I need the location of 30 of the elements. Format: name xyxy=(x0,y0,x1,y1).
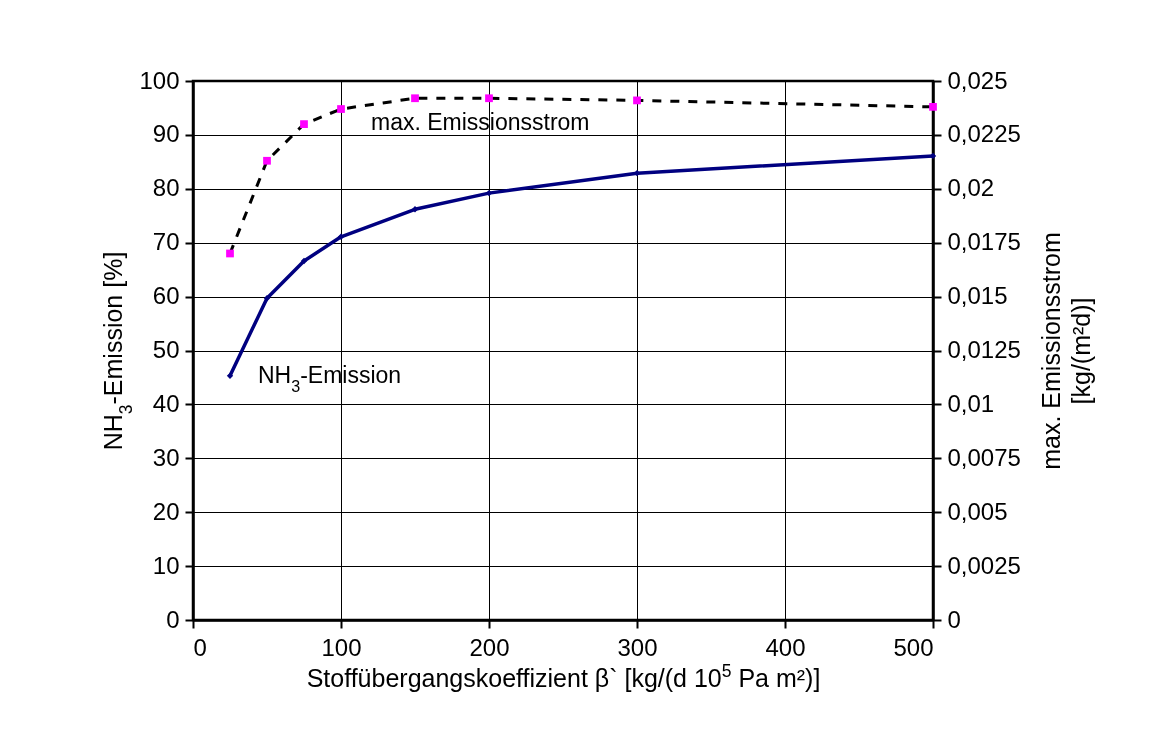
x-tick-label: 400 xyxy=(765,633,806,661)
y-tick-label: 40 xyxy=(152,389,180,417)
y-tick-label: 60 xyxy=(152,282,180,310)
y2-tick-label: 0,015 xyxy=(947,282,1008,310)
y2-tick-label: 0,0025 xyxy=(947,551,1021,579)
y2-tick-label: 0,02 xyxy=(947,174,995,202)
y-tick-label: 0 xyxy=(166,605,180,633)
y2-tick-label: 0 xyxy=(947,605,961,633)
x-tick-label: 300 xyxy=(617,633,658,661)
y-tick-label: 70 xyxy=(152,228,180,256)
y2-axis-title: max. Emissionsstrom [kg/(m²d)] xyxy=(1036,232,1095,470)
y-tick-label: 100 xyxy=(139,66,180,94)
y-tick-label: 80 xyxy=(152,174,180,202)
y-tick-label: 50 xyxy=(152,336,180,363)
x-tick-label: 100 xyxy=(321,633,362,661)
x-axis-title: Stoffübergangskoeffizient β` [kg/(d 10$^{5}$ Pa m²)] xyxy=(306,660,821,692)
y2-tick-label: 0,005 xyxy=(947,497,1008,525)
y2-tick-label: 0,025 xyxy=(947,66,1008,94)
y2-tick-label: 0,0125 xyxy=(947,336,1021,363)
y-tick-label: 30 xyxy=(152,443,180,471)
x-tick-label: 500 xyxy=(893,633,934,661)
y2-tick-label: 0,0175 xyxy=(947,228,1021,256)
y-tick-label: 20 xyxy=(152,497,180,525)
x-tick-label: 200 xyxy=(469,633,510,661)
y2-tick-label: 0,01 xyxy=(947,389,995,417)
y-tick-label: 90 xyxy=(152,120,180,148)
x-tick-label: 0 xyxy=(193,633,207,661)
y2-tick-label: 0,0225 xyxy=(947,120,1021,148)
y-tick-label: 10 xyxy=(152,551,180,579)
y2-tick-label: 0,0075 xyxy=(947,443,1021,471)
